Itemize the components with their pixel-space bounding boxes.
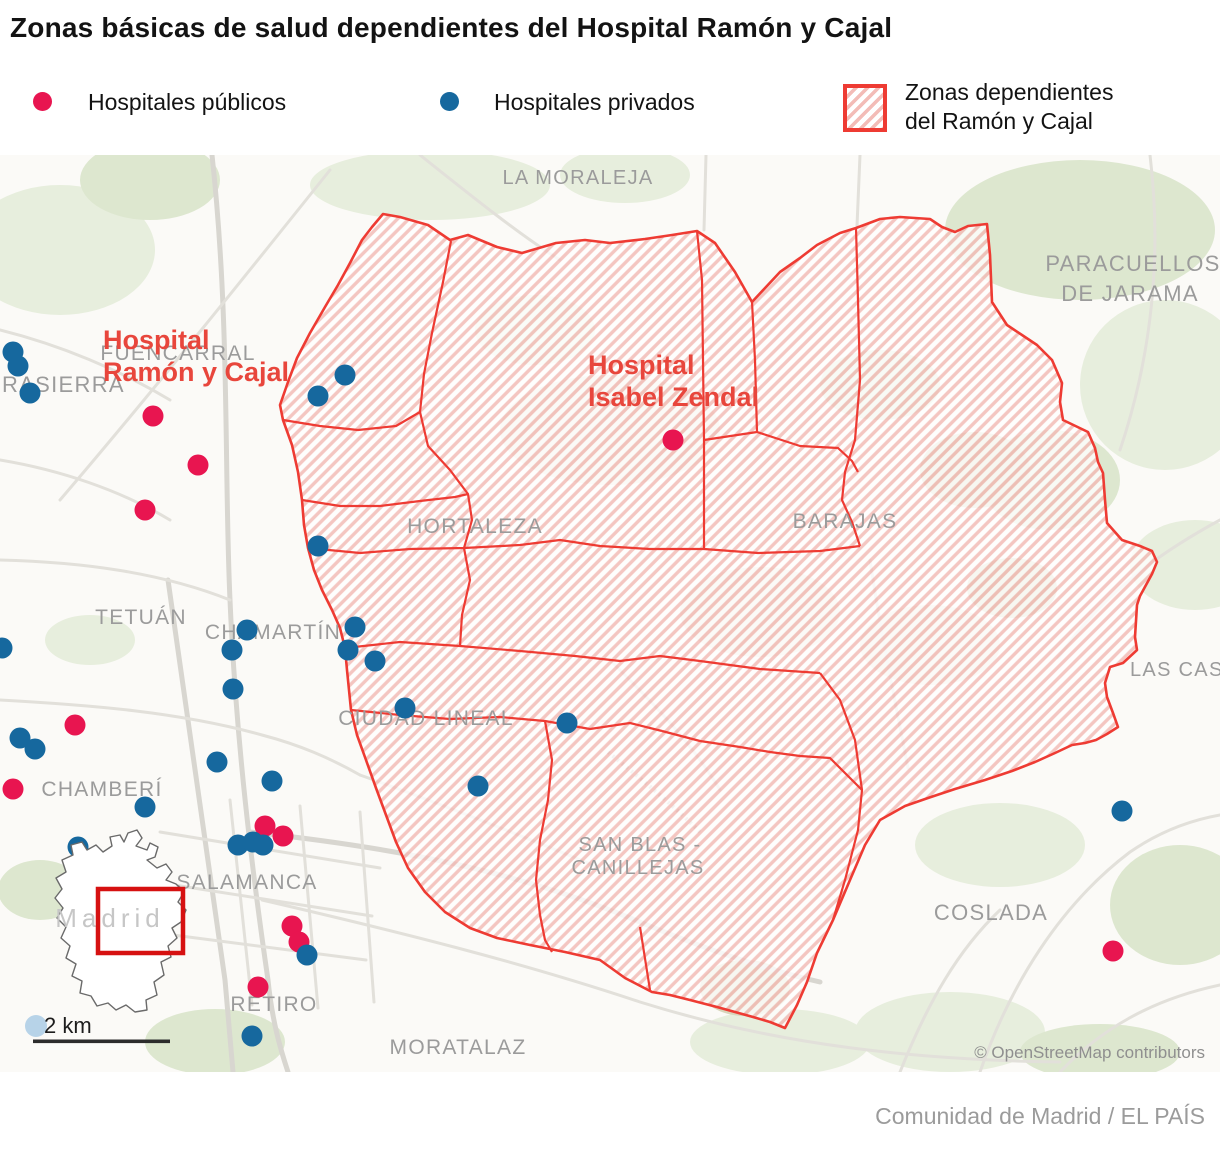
legend-label-zones: Zonas dependientes del Ramón y Cajal bbox=[905, 78, 1113, 136]
scale-bar-line bbox=[33, 1039, 170, 1044]
page-title: Zonas básicas de salud dependientes del … bbox=[10, 12, 893, 43]
locator-inset: Madrid bbox=[54, 829, 187, 1013]
zone-boundary bbox=[661, 729, 863, 791]
private-hospital-dot bbox=[206, 751, 228, 773]
area-label: MORATALAZ bbox=[390, 1036, 527, 1059]
private-hospital-dot bbox=[24, 738, 46, 760]
private-hospital-dot bbox=[334, 364, 356, 386]
private-hospital-dot bbox=[252, 834, 274, 856]
area-label: PARACUELLOS bbox=[1045, 251, 1220, 276]
osm-attribution: © OpenStreetMap contributors bbox=[974, 1043, 1205, 1062]
inset-madrid-label: Madrid bbox=[55, 903, 164, 933]
area-label: COSLADA bbox=[934, 900, 1048, 925]
zone-boundary bbox=[282, 411, 421, 432]
zone-boundary bbox=[534, 720, 554, 953]
private-hospital-dot bbox=[344, 616, 366, 638]
area-label: CHAMBERÍ bbox=[41, 778, 162, 801]
zone-hatch-swatch-icon bbox=[843, 84, 887, 132]
zone-boundary bbox=[458, 547, 472, 647]
area-label: FUENCARRAL bbox=[100, 342, 255, 365]
area-label: LAS CAST bbox=[1130, 659, 1220, 681]
map-canvas: LA MORALEJA PARACUELLOS DE JARAMA FUENCARRA… bbox=[0, 140, 1220, 1080]
private-hospital-dot bbox=[19, 382, 41, 404]
map: LA MORALEJA PARACUELLOS DE JARAMA FUENCARRA… bbox=[0, 140, 1220, 1080]
zone-boundary bbox=[307, 538, 861, 555]
private-hospital-dot bbox=[394, 697, 416, 719]
zone-boundary bbox=[418, 240, 474, 549]
legend-label-zones-line1: Zonas dependientes bbox=[905, 79, 1114, 105]
faded-dot-icon bbox=[25, 1015, 47, 1037]
public-hospital-dot bbox=[187, 454, 209, 476]
zone-boundary bbox=[344, 640, 821, 675]
private-hospital-dot bbox=[467, 775, 489, 797]
public-hospital-dot bbox=[272, 825, 294, 847]
area-labels-layer: LA MORALEJA PARACUELLOS DE JARAMA FUENCARRA… bbox=[2, 167, 1220, 1059]
area-label: CANILLEJAS bbox=[571, 857, 704, 879]
hospital-name-label: Hospital Isabel Zendal bbox=[588, 350, 759, 412]
area-label: RETIRO bbox=[230, 993, 317, 1016]
public-hospital-dot bbox=[2, 778, 24, 800]
private-hospital-dot bbox=[307, 385, 329, 407]
public-hospital-dot bbox=[142, 405, 164, 427]
public-hospital-dot bbox=[254, 815, 276, 837]
area-label: CHAMARTÍN bbox=[205, 621, 341, 644]
public-hospital-dot bbox=[134, 499, 156, 521]
legend-label-public: Hospitales públicos bbox=[88, 89, 287, 115]
private-hospital-dot bbox=[221, 639, 243, 661]
inset-highlight-rect bbox=[95, 886, 186, 956]
zone-boundary bbox=[756, 430, 859, 473]
zone-boundary bbox=[301, 492, 469, 508]
public-hospital-dot bbox=[247, 976, 269, 998]
private-hospital-dot bbox=[0, 637, 13, 659]
hospital-labels-layer: Hospital Ramón y Cajal Hospital Isabel Zend… bbox=[103, 325, 759, 412]
scale-label: 2 km bbox=[44, 1013, 92, 1038]
zone-boundary bbox=[703, 301, 759, 442]
madrid-silhouette bbox=[54, 829, 187, 1013]
legend-label-private: Hospitales privados bbox=[494, 89, 695, 115]
scale-bar: 2 km bbox=[25, 1013, 170, 1044]
area-label: SAN BLAS - bbox=[578, 834, 701, 856]
private-hospital-dot bbox=[261, 770, 283, 792]
area-label: HORTALEZA bbox=[407, 515, 543, 538]
zone-boundary bbox=[695, 230, 706, 549]
area-label: SALAMANCA bbox=[176, 871, 317, 894]
private-hospital-dot bbox=[556, 712, 578, 734]
public-hospital-dot bbox=[281, 915, 303, 937]
private-hospital-dot bbox=[236, 619, 258, 641]
area-label: LA MORALEJA bbox=[502, 167, 653, 189]
area-label: TETUÁN bbox=[95, 606, 187, 629]
private-hospital-dot bbox=[134, 796, 156, 818]
private-hospital-dot bbox=[296, 944, 318, 966]
legend: Hospitales públicos Hospitales privados … bbox=[0, 70, 1220, 150]
zone-boundary bbox=[840, 227, 862, 547]
private-hospital-dot-icon bbox=[440, 92, 459, 111]
private-hospital-dot bbox=[9, 727, 31, 749]
source-credit: Comunidad de Madrid / EL PAÍS bbox=[875, 1103, 1205, 1129]
area-label: CIUDAD LINEAL bbox=[338, 707, 514, 730]
legend-label-zones-line2: del Ramón y Cajal bbox=[905, 108, 1093, 134]
area-label: DE JARAMA bbox=[1061, 281, 1199, 306]
private-hospital-dot bbox=[1111, 800, 1133, 822]
hospital-name-label: Hospital Ramón y Cajal bbox=[103, 325, 289, 387]
private-hospital-dot bbox=[307, 535, 329, 557]
private-hospital-dot bbox=[364, 650, 386, 672]
private-hospital-dot bbox=[241, 1025, 263, 1047]
private-hospital-dot bbox=[7, 355, 29, 377]
private-hospital-dot bbox=[337, 639, 359, 661]
public-hospital-dot bbox=[64, 714, 86, 736]
zone-boundary bbox=[638, 926, 652, 991]
public-hospital-dot bbox=[1102, 940, 1124, 962]
public-hospital-dot bbox=[662, 429, 684, 451]
area-label: BARAJAS bbox=[793, 510, 898, 533]
public-hospital-dot-icon bbox=[33, 92, 52, 111]
private-hospital-dot bbox=[222, 678, 244, 700]
